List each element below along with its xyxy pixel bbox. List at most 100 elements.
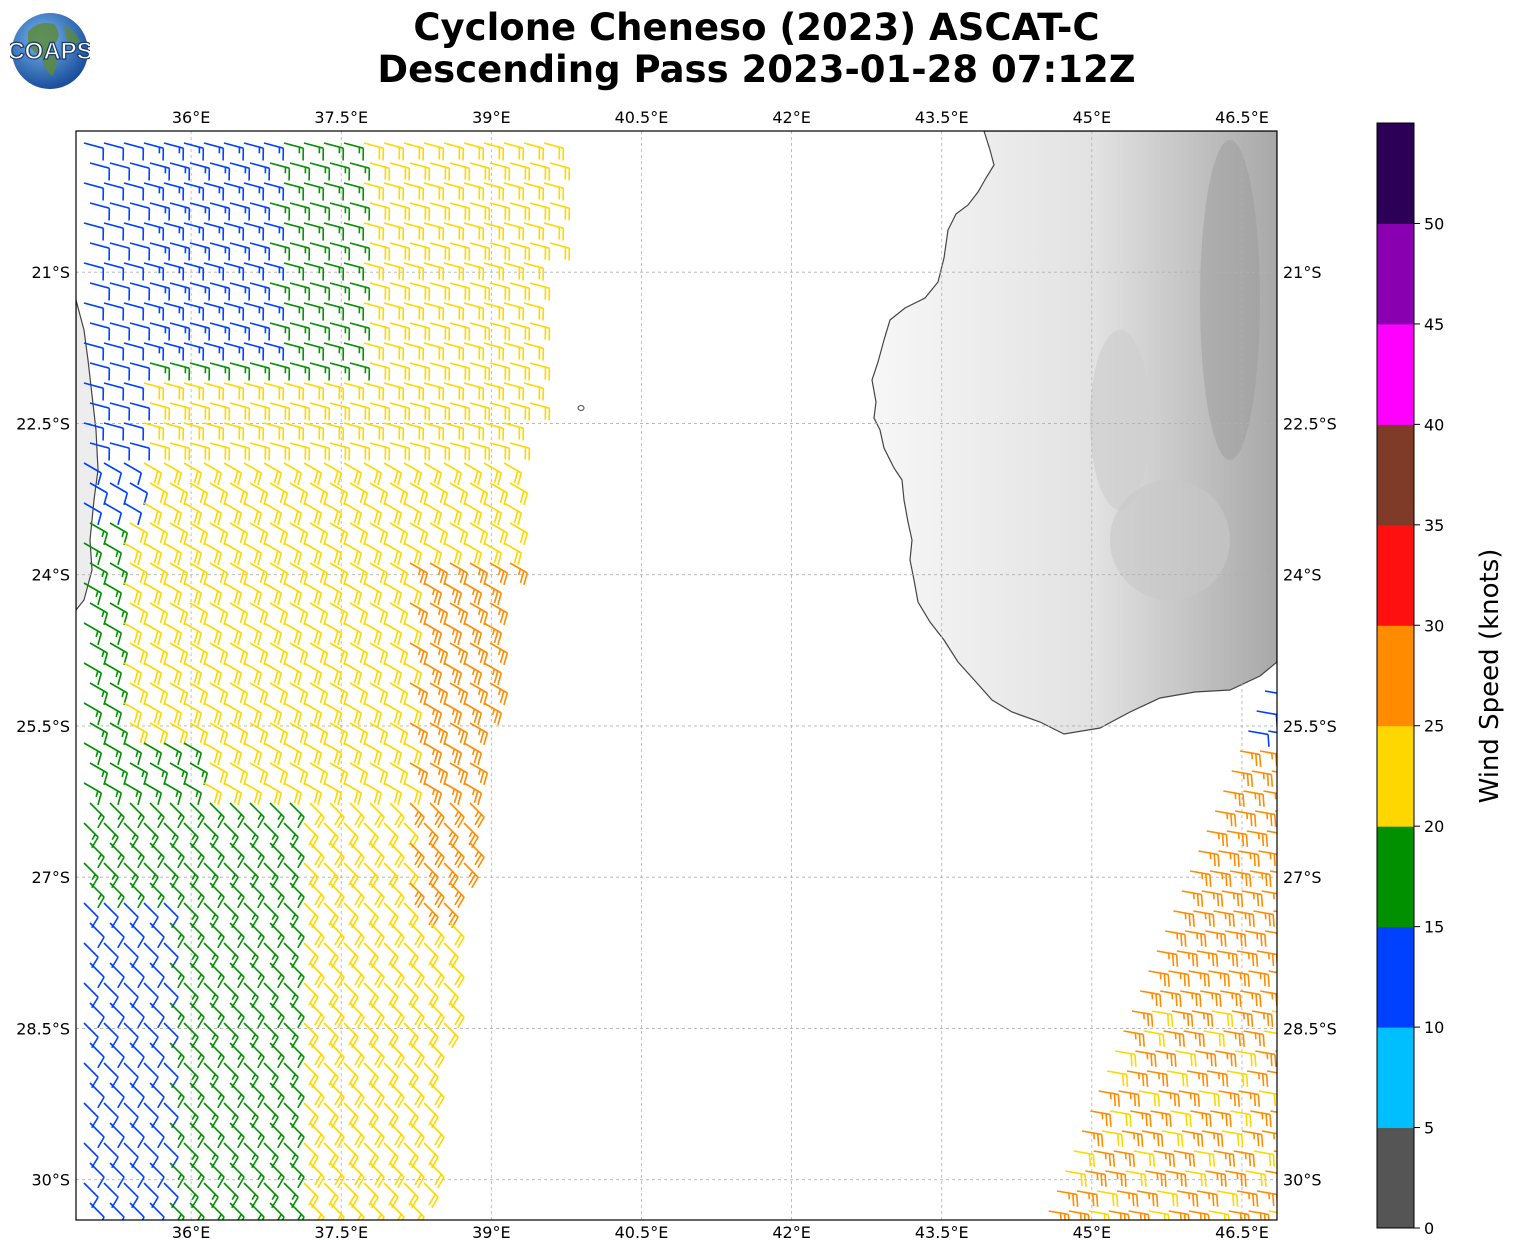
wind-barb — [83, 262, 105, 281]
wind-barb — [163, 702, 183, 726]
wind-barb — [143, 222, 165, 241]
wind-barb — [1221, 1130, 1244, 1147]
wind-barb — [323, 502, 343, 526]
wind-barb — [383, 622, 403, 646]
lat-tick-label: 30°S — [1283, 1171, 1322, 1190]
wind-barb — [229, 682, 249, 706]
wind-barb — [383, 662, 403, 686]
wind-barb — [143, 742, 163, 766]
wind-barb — [269, 362, 291, 381]
wind-barb — [443, 182, 465, 201]
wind-barb — [149, 802, 165, 829]
wind-barb — [509, 362, 531, 381]
wind-barb — [1196, 950, 1219, 967]
wind-barb — [529, 242, 551, 261]
wind-barb — [1115, 1050, 1137, 1067]
wind-barb — [1201, 1130, 1224, 1147]
colorbar-bin — [1377, 424, 1414, 526]
wind-barb — [323, 382, 345, 401]
wind-barb — [403, 342, 425, 361]
wind-barb — [343, 502, 363, 526]
wind-barb — [123, 422, 145, 441]
wind-barb — [329, 1162, 345, 1189]
wind-barb — [443, 142, 465, 161]
wind-barb — [489, 642, 509, 666]
wind-barb — [469, 682, 489, 706]
wind-barb — [269, 642, 289, 666]
wind-barb — [369, 282, 391, 301]
wind-barb — [503, 462, 523, 486]
wind-barb — [143, 302, 165, 321]
wind-barb — [463, 702, 483, 726]
wind-barb — [263, 542, 283, 566]
wind-barb — [269, 162, 291, 181]
wind-barb — [369, 802, 385, 829]
wind-barb — [169, 202, 191, 221]
lon-tick-label: 40.5°E — [615, 1223, 669, 1242]
wind-barb — [503, 542, 523, 566]
wind-barb — [1251, 770, 1274, 787]
wind-barb — [1121, 1130, 1144, 1147]
wind-barb — [289, 562, 309, 586]
wind-barb — [423, 542, 443, 566]
wind-barb — [1181, 890, 1204, 907]
wind-barb — [223, 222, 245, 241]
lat-tick-label: 21°S — [31, 263, 70, 282]
wind-barb — [109, 162, 131, 181]
wind-barb — [389, 642, 409, 666]
wind-barb — [509, 282, 531, 301]
wind-barb — [203, 662, 223, 686]
wind-barb — [369, 322, 391, 341]
wind-barb — [309, 762, 329, 786]
wind-barb — [309, 922, 325, 949]
wind-barb — [409, 482, 429, 506]
wind-barb — [329, 242, 351, 261]
wind-barb — [463, 782, 483, 806]
wind-barb — [1235, 1050, 1257, 1067]
wind-barb — [1250, 870, 1272, 887]
wind-barb — [389, 242, 411, 261]
wind-barb — [243, 142, 265, 161]
wind-barb — [389, 322, 411, 341]
wind-barb — [443, 702, 463, 726]
wind-barb — [269, 682, 289, 706]
lon-tick-label: 37.5°E — [314, 1223, 368, 1242]
wind-barb — [1223, 790, 1245, 807]
wind-barb — [369, 642, 389, 666]
wind-barb — [249, 602, 269, 626]
wind-barb — [149, 242, 171, 261]
wind-barb — [523, 382, 545, 401]
wind-barb — [129, 922, 145, 949]
graticule — [76, 131, 1277, 1220]
wind-barb — [289, 922, 305, 949]
wind-barb — [329, 722, 349, 746]
wind-barb — [449, 402, 471, 421]
wind-barb — [409, 1002, 425, 1029]
wind-barb — [89, 1002, 105, 1029]
wind-barb — [329, 482, 349, 506]
wind-barb — [83, 582, 103, 606]
wind-barb — [449, 642, 469, 666]
lat-tick-label: 28.5°S — [1283, 1019, 1337, 1038]
wind-barb — [203, 222, 225, 241]
lon-tick-label: 42°E — [772, 108, 810, 127]
wind-barb — [243, 582, 263, 606]
wind-barb — [249, 962, 265, 989]
wind-barb — [103, 462, 123, 486]
wind-barb — [289, 1042, 305, 1069]
wind-barb — [423, 302, 445, 321]
wind-barb — [109, 922, 125, 949]
wind-barb — [289, 602, 309, 626]
wind-barb — [429, 362, 451, 381]
wind-barb — [409, 602, 429, 626]
wind-barb — [389, 882, 405, 909]
wind-barb — [369, 1162, 385, 1189]
wind-barb — [229, 1162, 245, 1189]
wind-barb — [83, 342, 105, 361]
wind-barb — [143, 702, 163, 726]
colorbar: 0 5 10 15 20 25 30 35 40 45 50 — [1376, 122, 1444, 1238]
wind-barb — [263, 662, 283, 686]
wind-barb — [243, 422, 265, 441]
wind-barb — [423, 622, 443, 646]
wind-barb — [209, 322, 231, 341]
